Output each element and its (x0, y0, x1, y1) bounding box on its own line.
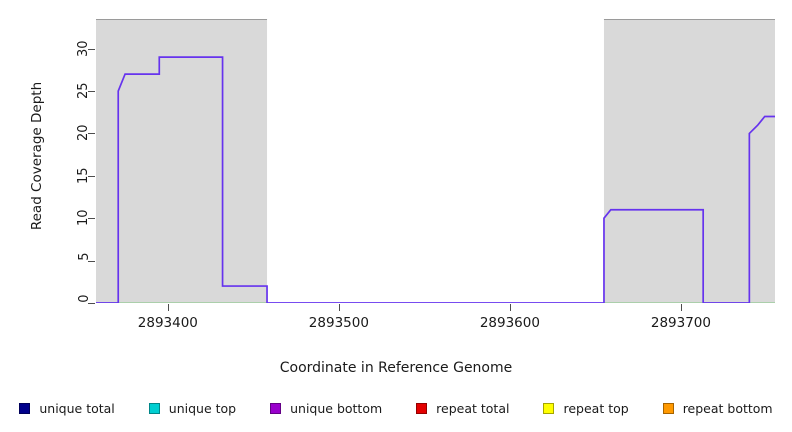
y-tick-label: 5 (76, 252, 92, 261)
y-tick-mark (88, 175, 95, 177)
chart-legend: unique total unique top unique bottom repea… (0, 398, 792, 418)
y-tick-mark (88, 303, 95, 304)
x-tick-label: 2893500 (308, 315, 369, 331)
y-tick-label: 30 (76, 40, 92, 57)
y-tick-mark (88, 48, 95, 50)
y-tick-label: 15 (76, 167, 92, 184)
coverage-plot-svg (96, 19, 775, 303)
x-tick-mark (167, 304, 169, 311)
x-tick-label: 2893400 (137, 315, 198, 331)
shaded-region (603, 19, 775, 303)
legend-item-repeat-top[interactable]: repeat top (543, 400, 629, 416)
y-tick-mark (88, 133, 95, 135)
y-tick-label: 10 (76, 209, 92, 227)
legend-swatch-icon (148, 402, 160, 414)
legend-label: unique bottom (290, 400, 383, 416)
x-tick-label: 2893600 (479, 315, 540, 331)
shaded-region (96, 19, 268, 303)
x-axis-title: Coordinate in Reference Genome (279, 360, 513, 376)
shaded-regions (96, 19, 775, 303)
y-tick-mark (88, 218, 95, 220)
legend-item-repeat-total[interactable]: repeat total (416, 401, 509, 416)
legend-label: unique top (168, 400, 237, 416)
plot-area (96, 19, 775, 303)
series-line-unique-bottom (96, 56, 775, 303)
legend-swatch-icon (543, 402, 555, 414)
x-tick-mark (680, 304, 682, 311)
x-tick-mark (509, 304, 511, 311)
y-tick-mark (88, 260, 95, 262)
legend-item-repeat-bottom[interactable]: repeat bottom (662, 400, 773, 416)
legend-swatch-icon (270, 402, 282, 414)
legend-item-unique-top[interactable]: unique top (148, 400, 237, 416)
legend-label: repeat total (436, 400, 510, 416)
legend-swatch-icon (662, 402, 674, 414)
legend-item-unique-bottom[interactable]: unique bottom (270, 401, 382, 416)
data-series (96, 56, 775, 303)
legend-swatch-icon (416, 402, 428, 414)
legend-item-unique-total[interactable]: unique total (19, 400, 115, 416)
legend-swatch-icon (19, 402, 31, 414)
y-axis-title: Read Coverage Depth (29, 81, 45, 231)
x-tick-mark (338, 304, 340, 311)
x-tick-label: 2893700 (650, 315, 711, 331)
legend-label: repeat top (563, 400, 629, 416)
legend-label: unique total (39, 400, 115, 416)
y-tick-mark (88, 91, 95, 93)
y-tick-label: 25 (76, 82, 92, 100)
y-tick-label: 20 (76, 124, 92, 142)
legend-label: repeat bottom (682, 400, 773, 416)
y-tick-label: 0 (76, 294, 92, 303)
